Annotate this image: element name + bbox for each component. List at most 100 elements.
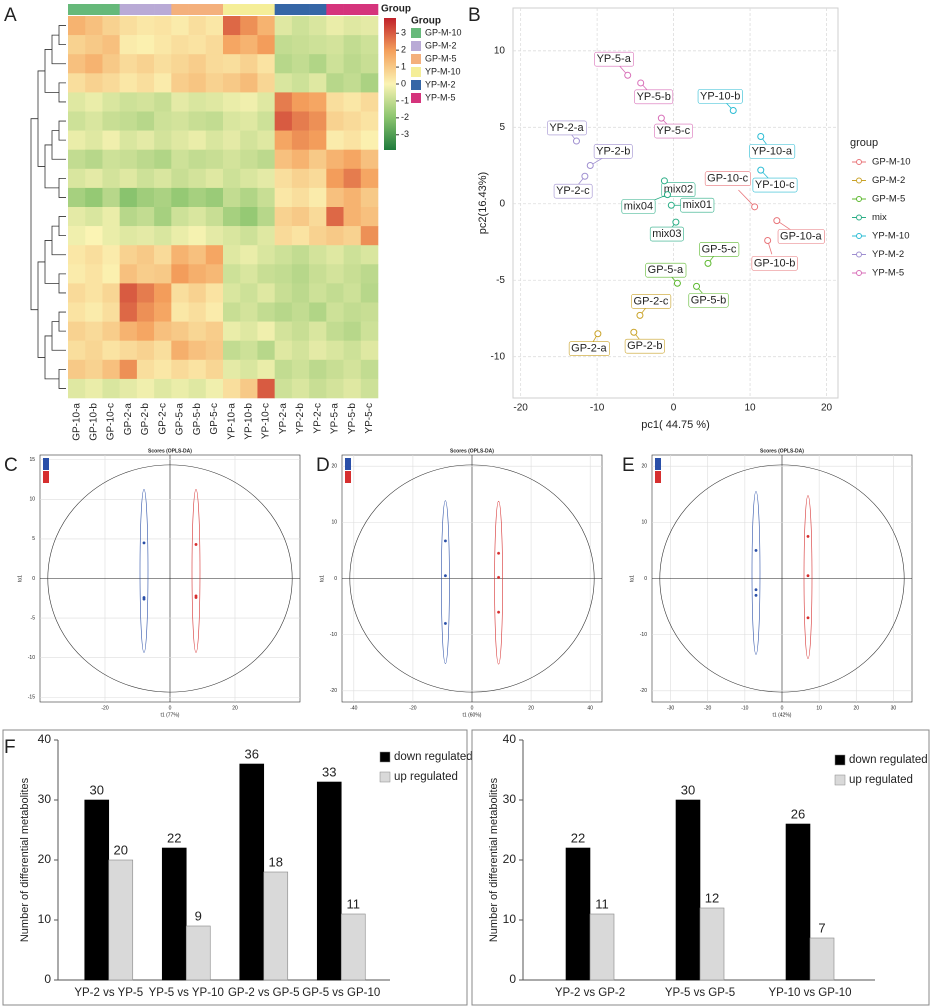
heatmap-cell [257, 264, 275, 284]
heatmap-cell [171, 321, 189, 341]
point [497, 575, 501, 579]
bar [239, 763, 265, 981]
heatmap-cell [154, 207, 172, 227]
heatmap-cell [85, 73, 103, 93]
point [581, 172, 589, 180]
heatmap-cell [291, 321, 310, 341]
heatmap-cell [274, 207, 293, 227]
bar [589, 913, 615, 981]
heatmap-cell [154, 149, 172, 170]
heatmap-cell [291, 187, 310, 208]
legend-label: YP-M-2 [872, 249, 904, 260]
column-label: GP-5-c [209, 403, 220, 435]
point [806, 616, 810, 620]
heatmap-cell [188, 92, 207, 112]
group-annotation [326, 4, 344, 15]
point-label: GP-5-c [702, 243, 737, 255]
heatmap-cell [223, 226, 241, 246]
heatmap-cell [136, 340, 155, 361]
heatmap-cell [119, 359, 138, 380]
legend-label: GP-M-5 [872, 194, 905, 205]
point-label-group: YP-10-c [752, 177, 798, 193]
heatmap-cell [85, 359, 103, 380]
heatmap-cell [240, 111, 258, 131]
heatmap-cell [154, 321, 172, 341]
point-label: mix04 [624, 200, 653, 212]
heatmap-cell [188, 35, 207, 55]
heatmap-cell [257, 321, 275, 341]
legend-swatch [411, 28, 421, 38]
heatmap-cell [102, 187, 120, 208]
legend-label: YP-M-5 [425, 92, 456, 102]
heatmap-cell [360, 226, 379, 246]
panel-letter: F [4, 737, 16, 758]
heatmap-cell [326, 359, 344, 380]
panel-frame [2, 729, 468, 1006]
heatmap-cell [240, 321, 258, 341]
bar [785, 823, 811, 981]
point-label: GP-2-c [634, 295, 669, 307]
bar [185, 925, 211, 981]
heatmap-cell [68, 302, 86, 322]
heatmap-cell [240, 168, 258, 189]
column-label: YP-10-b [243, 403, 254, 440]
heatmap-cell [154, 283, 172, 303]
heatmap-cell [102, 54, 120, 74]
heatmap-cell [223, 35, 241, 55]
group-ellipse [803, 495, 813, 659]
point [624, 71, 632, 79]
group-ellipse [139, 489, 149, 653]
heatmap-cell [240, 264, 258, 284]
heatmap-cell [257, 54, 275, 74]
group-annotation [68, 4, 86, 15]
point-label: GP-5-a [648, 264, 684, 276]
column-label: GP-5-a [175, 403, 186, 436]
point [757, 166, 765, 174]
heatmap-cell [85, 226, 103, 246]
heatmap-cell [205, 130, 224, 150]
heatmap-cell [136, 54, 155, 74]
value-label: 33 [322, 764, 336, 779]
heatmap-cell [154, 359, 172, 380]
legend-label: GP-M-2 [425, 40, 457, 50]
heatmap-cell [102, 245, 120, 265]
heatmap-cell [326, 54, 344, 74]
heatmap-cell [223, 54, 241, 74]
legend-swatch [655, 471, 661, 483]
heatmap-cell [274, 264, 293, 284]
heatmap-cell [240, 92, 258, 112]
heatmap-cell [309, 187, 327, 208]
x-tick-label: YP-2 vs YP-5 [74, 987, 143, 999]
y-tick-label: 0 [334, 576, 337, 582]
label-box [621, 199, 656, 214]
heatmap-cell [291, 35, 310, 55]
x-tick-label: 20 [528, 705, 534, 711]
label-box [553, 183, 593, 199]
heatmap-cell [291, 207, 310, 227]
heatmap-cell [274, 168, 293, 189]
point-label-group: GP-5-b [688, 292, 729, 308]
heatmap-cell [360, 283, 379, 303]
x-tick-label: YP-5 vs YP-10 [149, 987, 224, 999]
heatmap-cell [309, 92, 327, 112]
heatmap-cell [119, 149, 138, 170]
heatmap-cell [85, 283, 103, 303]
heatmap-cell [119, 92, 138, 112]
heatmap-cell [223, 321, 241, 341]
legend-swatch [411, 54, 421, 64]
heatmap-cell [85, 130, 103, 150]
heatmap-cell [102, 16, 120, 36]
heatmap-cell [274, 359, 293, 380]
colorbar-tick-label: 0 [401, 78, 406, 88]
y-tick-label: -5 [496, 275, 505, 286]
dendrogram [37, 70, 45, 167]
heatmap-cell [326, 187, 344, 208]
heatmap-cell [171, 92, 189, 112]
legend-label: GP-M-5 [425, 53, 457, 63]
point [497, 610, 501, 614]
x-tick-label: -20 [513, 403, 528, 414]
heatmap-cell [102, 207, 120, 227]
heatmap-cell [119, 226, 138, 246]
point [693, 282, 701, 290]
heatmap-cell [274, 111, 293, 131]
